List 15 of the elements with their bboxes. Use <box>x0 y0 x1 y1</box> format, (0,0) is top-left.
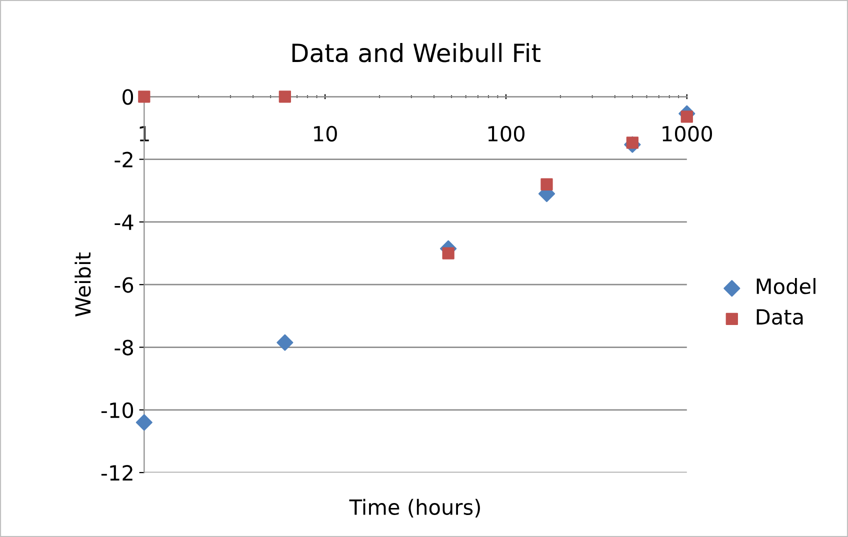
x-axis-title: Time (hours) <box>349 498 480 518</box>
y-tick-label: -2 <box>114 152 132 168</box>
y-tick-label: -10 <box>101 402 134 418</box>
y-tick-label: -4 <box>114 214 134 230</box>
y-tick-label: -6 <box>114 277 134 293</box>
y-tick-label: -12 <box>101 465 132 480</box>
x-tick-label: 10 <box>314 126 337 142</box>
y-axis-title: Weibit <box>74 252 91 316</box>
x-tick-label: 100 <box>488 126 524 142</box>
x-tick-label: 1000 <box>662 126 712 142</box>
legend-label: Data <box>756 309 803 325</box>
y-tick-label: -8 <box>114 340 134 356</box>
legend-label: Model <box>756 278 816 294</box>
chart-title: Data and Weibull Fit <box>292 42 540 62</box>
y-tick-label: 0 <box>122 89 134 105</box>
